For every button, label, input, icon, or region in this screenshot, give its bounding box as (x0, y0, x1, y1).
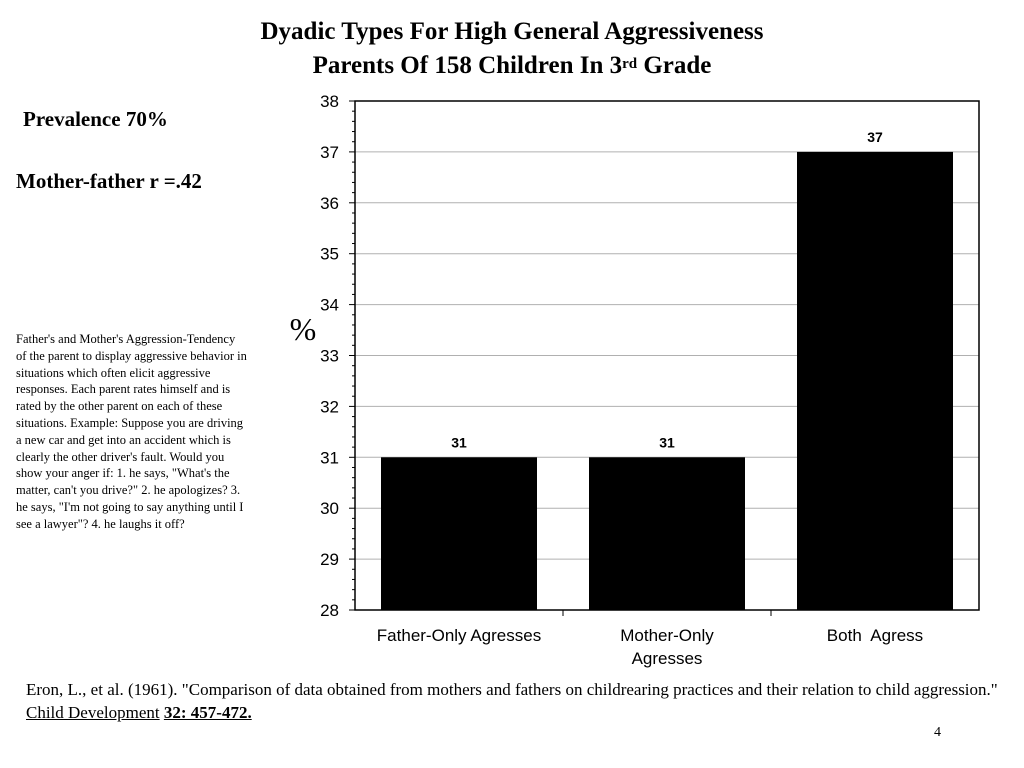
data-label: 31 (451, 434, 467, 450)
slide-title-line-2: Parents Of 158 Children In 3rd Grade (0, 51, 1024, 81)
y-tick-label: 33 (320, 347, 339, 366)
bar (381, 457, 537, 610)
y-tick-label: 37 (320, 143, 339, 162)
y-tick-label: 32 (320, 397, 339, 416)
y-tick-label: 38 (320, 92, 339, 111)
title-superscript: rd (622, 56, 638, 72)
y-axis-label: % (290, 311, 317, 347)
y-tick-label: 35 (320, 245, 339, 264)
title-line-2-text: Parents Of 158 Children In 3 (312, 52, 623, 79)
bar-chart: 28 29 30 31 32 33 34 35 36 37 38 31 Father-Only Agre… (290, 92, 980, 668)
y-tick-label: 29 (320, 550, 339, 569)
plot-frame (354, 100, 980, 611)
slide-title-line-1: Dyadic Types For High General Aggressive… (260, 18, 764, 45)
measure-description: Father's and Mother's Aggression-Tendenc… (16, 332, 247, 531)
y-tick-label: 30 (320, 499, 339, 518)
bar (589, 457, 745, 610)
x-category-label: Agresses (632, 649, 703, 668)
prevalence-stat: Prevalence 70% (23, 107, 168, 131)
x-category-label: Mother-Only (620, 626, 714, 645)
page-number: 4 (934, 725, 941, 740)
citation-text: Eron, L., et al. (1961). "Comparison of … (26, 680, 998, 699)
data-label: 37 (867, 129, 883, 145)
title-line-2-end: Grade (637, 52, 712, 79)
citation-journal: Child Development (26, 703, 160, 722)
x-category-label: Father-Only Agresses (377, 626, 541, 645)
bar (797, 151, 953, 610)
x-category-label: Both Agress (827, 626, 923, 645)
y-tick-label: 34 (320, 296, 339, 315)
citation: Eron, L., et al. (1961). "Comparison of … (26, 678, 1006, 724)
y-tick-label: 28 (320, 601, 339, 620)
citation-volume: 32: 457-472. (163, 703, 252, 722)
y-tick-label: 31 (320, 448, 339, 467)
data-label: 31 (659, 434, 675, 450)
y-tick-label: 36 (320, 194, 339, 213)
correlation-stat: Mother-father r =.42 (16, 169, 202, 193)
